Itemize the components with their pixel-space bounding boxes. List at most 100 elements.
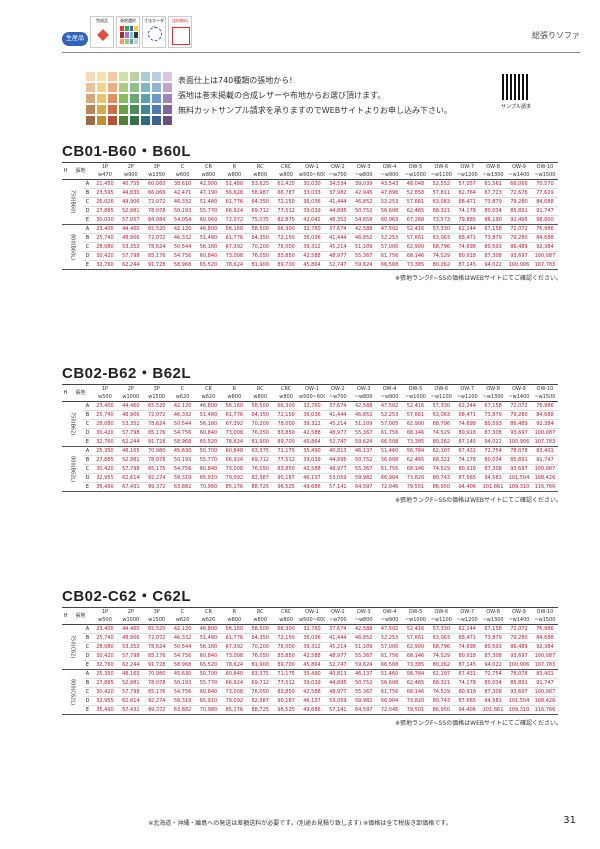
price-cell: 57,661 [402, 410, 429, 420]
price-cell: 87,665 [454, 473, 481, 483]
price-cell: 94,022 [480, 260, 507, 270]
price-table: H 張地 1P 2P 3P C CR R RC CRC OW-1 OW-2 OW-3 OW-4 OW-5 OW… [62, 384, 558, 492]
column-header: OW-8 [480, 384, 507, 393]
price-cell: 60,060 [195, 215, 222, 225]
price-cell: 72,072 [506, 224, 532, 234]
price-cell: 32,955 [92, 473, 118, 483]
page-number: 31 [563, 815, 576, 826]
rank-cell: B [83, 233, 93, 243]
rank-cell: D [83, 473, 93, 483]
price-cell: 57,330 [428, 624, 455, 634]
price-cell: 85,176 [143, 651, 170, 661]
price-cell: 85,176 [143, 251, 170, 261]
price-cell: 50,752 [350, 678, 377, 688]
price-cell: 35,490 [92, 482, 118, 492]
table-row: C 30,420 57,798 85,176 54,756 60,840 73,008 76,… [62, 464, 558, 474]
column-header: R [221, 607, 248, 616]
width-cell: ~w1400 [506, 393, 532, 402]
column-header: OW-5 [402, 162, 429, 171]
column-header: CRC [273, 162, 300, 171]
price-cell: 61,756 [376, 251, 403, 261]
price-cell: 94,406 [454, 705, 481, 715]
price-cell: 65,520 [143, 401, 170, 411]
price-cell: 72,676 [506, 188, 532, 198]
width-cell: w1000 [117, 616, 144, 625]
price-cell: 27,885 [92, 206, 118, 216]
price-cell: 51,480 [195, 233, 222, 243]
price-cell: 62,244 [454, 624, 481, 634]
price-cell: 69,712 [247, 678, 274, 688]
price-cell: 87,308 [480, 651, 507, 661]
price-cell: 57,798 [117, 428, 144, 438]
price-cell: 74,529 [428, 651, 455, 661]
icon1-label: 完成品 [96, 18, 108, 23]
price-cell: 52,747 [324, 260, 351, 270]
price-cell: 58,500 [247, 401, 274, 411]
price-cell: 62,107 [428, 669, 455, 679]
width-cell: ~w1300 [480, 171, 507, 180]
price-cell: 100,087 [531, 464, 558, 474]
price-cell: 64,597 [350, 705, 377, 715]
price-cell: 61,776 [221, 633, 248, 643]
width-cell: ~w800 [350, 616, 377, 625]
table-row: D 32,955 62,614 92,274 59,319 65,910 79,092 82,… [62, 473, 558, 483]
price-cell: 101,504 [506, 696, 532, 706]
header-row: H 張地 1P 2P 3P C CR R RC CRC OW-1 OW-2 OW-3 OW-4 OW-5 OW… [62, 384, 558, 402]
price-cell: 52,858 [402, 188, 429, 198]
price-cell: 55,770 [195, 678, 222, 688]
price-cell: 62,244 [117, 660, 144, 670]
price-cell: 59,624 [350, 260, 377, 270]
price-cell: 86,489 [506, 642, 532, 652]
width-cell: w800 [273, 616, 300, 625]
width-cell: ~w800 [350, 393, 377, 402]
rank-cell: C [83, 642, 93, 652]
price-cell: 65,910 [195, 473, 222, 483]
price-cell: 53,352 [117, 419, 144, 429]
price-cell: 48,165 [117, 446, 144, 456]
price-cell: 76,050 [247, 651, 274, 661]
qr-code-icon[interactable] [502, 74, 528, 100]
price-section: CB02-C62・C62L H 張地 1P 2P 3P C CR R RC CRC OW-1 OW-2 O… [62, 585, 562, 727]
height-label: 750(B62) [62, 401, 83, 447]
price-cell: 78,624 [221, 260, 248, 270]
price-cell: 83,850 [273, 464, 300, 474]
price-cell: 44,895 [324, 455, 351, 465]
price-cell: 61,425 [273, 179, 300, 189]
price-cell: 78,078 [143, 678, 170, 688]
fabric-header: 張地 [69, 162, 93, 180]
column-header: RC [247, 162, 274, 171]
price-cell: 73,008 [221, 651, 248, 661]
width-cell: w500~600 [299, 171, 325, 180]
width-cell: w500~600 [299, 393, 325, 402]
finished-product-icon: 完成品 [90, 16, 114, 48]
price-cell: 32,760 [299, 224, 325, 234]
price-cell: 73,008 [221, 687, 248, 697]
price-cell: 87,145 [454, 437, 481, 447]
price-cell: 93,697 [506, 687, 532, 697]
qr-label: サンプル請求 [501, 104, 531, 110]
price-cell: 59,624 [350, 437, 377, 447]
price-cell: 51,109 [350, 242, 377, 252]
price-cell: 66,924 [221, 455, 248, 465]
width-cell: ~w1300 [480, 393, 507, 402]
price-cell: 46,800 [195, 401, 222, 411]
column-header: 3P [143, 384, 170, 393]
price-cell: 92,274 [143, 473, 170, 483]
width-cell: w1500 [143, 616, 170, 625]
price-cell: 81,900 [247, 437, 274, 447]
price-cell: 41,444 [324, 197, 351, 207]
price-cell: 107,783 [531, 660, 558, 670]
price-cell: 57,141 [324, 482, 351, 492]
price-cell: 57,057 [117, 215, 144, 225]
price-cell: 80,034 [480, 455, 507, 465]
price-cell: 76,986 [531, 624, 558, 634]
free-shipping-icon: 送料無料 [168, 16, 192, 48]
price-cell: 64,350 [247, 197, 274, 207]
price-cell: 79,501 [402, 482, 429, 492]
price-cell: 51,109 [350, 642, 377, 652]
column-header: 2P [117, 384, 144, 393]
table-row: C 28,080 53,352 78,624 50,544 56,160 67,392 70,… [62, 419, 558, 429]
price-cell: 55,367 [350, 687, 377, 697]
price-cell: 76,050 [247, 251, 274, 261]
column-header: CRC [273, 607, 300, 616]
